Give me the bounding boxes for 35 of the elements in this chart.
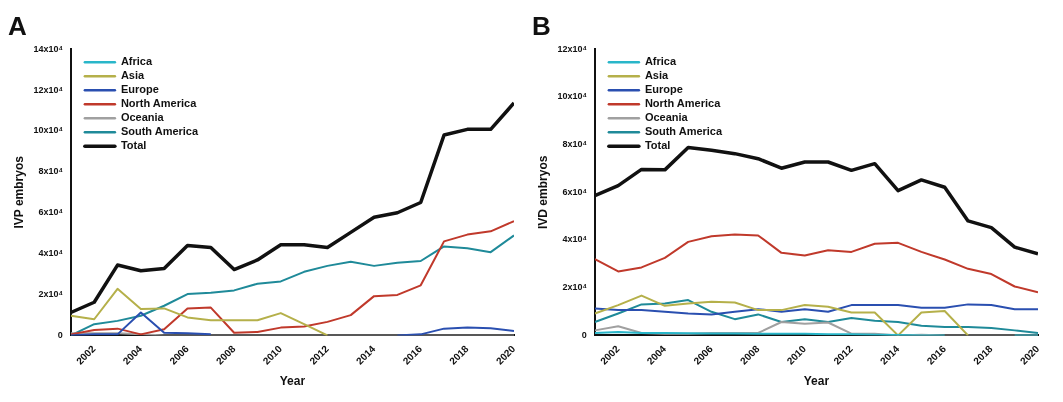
legend-label: Africa	[644, 55, 677, 68]
y-tick-label: 12x10⁴	[557, 43, 587, 54]
legend-label: Asia	[644, 69, 669, 82]
y-tick-label: 8x10⁴	[38, 166, 63, 177]
y-axis-title: IVD embryos	[535, 155, 550, 229]
chart-title: B	[532, 10, 551, 41]
chart-title: A	[8, 10, 27, 41]
y-tick-label: 10x10⁴	[33, 125, 63, 136]
legend-label: Africa	[120, 55, 153, 68]
legend-label: Total	[644, 139, 671, 152]
legend-label: Asia	[120, 69, 145, 82]
x-axis-title: Year	[803, 374, 830, 389]
y-tick-label: 6x10⁴	[38, 207, 63, 218]
legend-label: North America	[120, 97, 198, 110]
y-axis-title: IVP embryos	[11, 155, 26, 229]
legend-label: Europe	[644, 83, 683, 96]
legend-label: Europe	[120, 83, 159, 96]
y-tick-label: 2x10⁴	[38, 288, 63, 299]
y-tick-label: 4x10⁴	[562, 234, 587, 245]
legend-label: Total	[120, 139, 147, 152]
y-tick-label: 0	[581, 329, 587, 340]
legend-label: South America	[120, 125, 199, 138]
legend-label: Oceania	[644, 111, 689, 124]
legend-label: South America	[644, 125, 723, 138]
y-tick-label: 2x10⁴	[562, 282, 587, 293]
y-tick-label: 10x10⁴	[557, 91, 587, 102]
y-tick-label: 6x10⁴	[562, 186, 587, 197]
y-tick-label: 0	[57, 329, 63, 340]
y-tick-label: 8x10⁴	[562, 139, 587, 150]
legend-label: Oceania	[120, 111, 165, 124]
y-tick-label: 14x10⁴	[33, 43, 63, 54]
legend-label: North America	[644, 97, 722, 110]
x-axis-title: Year	[279, 374, 306, 389]
y-tick-label: 12x10⁴	[33, 84, 63, 95]
y-tick-label: 4x10⁴	[38, 248, 63, 259]
